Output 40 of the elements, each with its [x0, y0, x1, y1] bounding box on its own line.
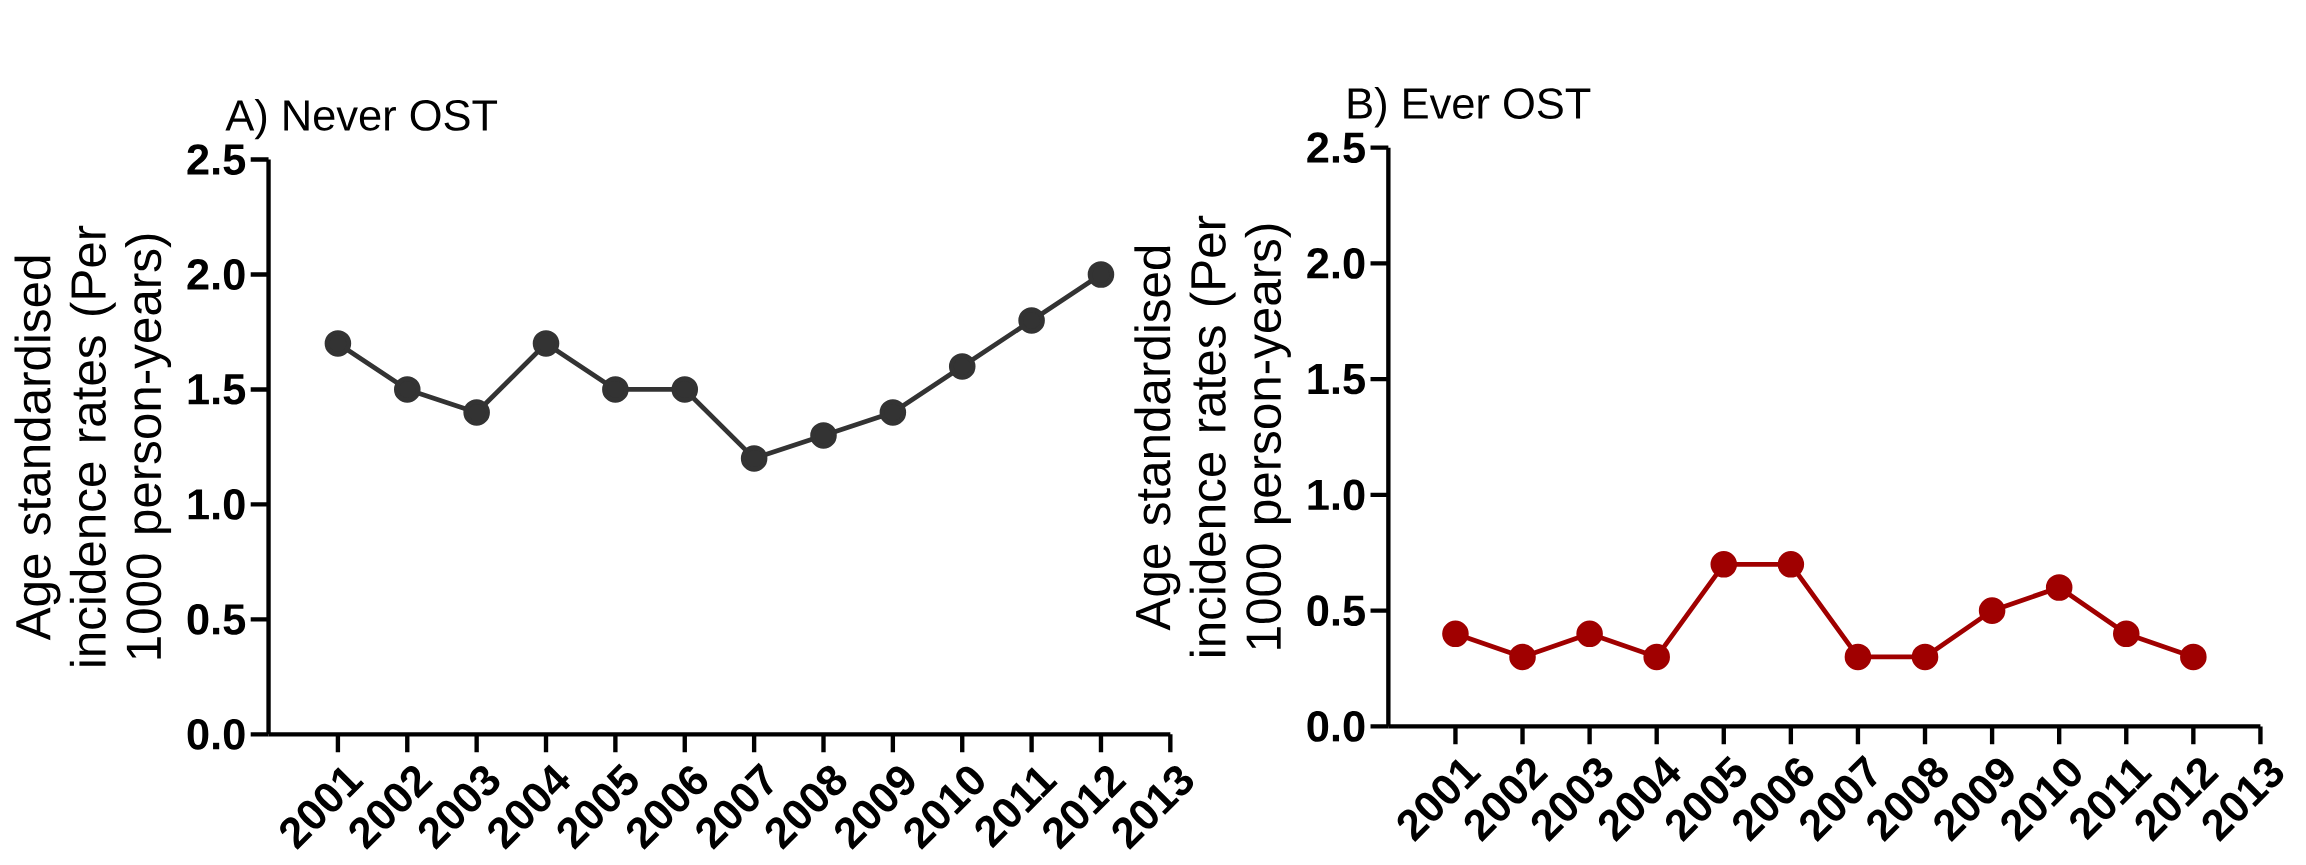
y-axis-title: Age standardised incidence rates (Per 1000 person-years): [14, 225, 172, 666]
y-axis-title: Age standardised incidence rates (Per 1000 person-years): [1134, 215, 1291, 656]
point: [1777, 551, 1805, 578]
point: [1018, 307, 1045, 334]
y-tick-label: 0.5: [187, 603, 246, 635]
point: [1844, 643, 1872, 671]
point: [532, 330, 560, 357]
chart-title: B) Ever OST: [1348, 86, 1591, 128]
point: [602, 376, 629, 403]
point: [1978, 597, 2006, 624]
y-tick-label: 2.5: [1307, 132, 1365, 163]
point: [1442, 620, 1469, 648]
point: [2180, 643, 2207, 671]
point: [810, 422, 837, 449]
point: [324, 330, 352, 357]
point: [463, 399, 490, 426]
y-tick-label: 1.5: [1308, 363, 1365, 395]
point: [1509, 643, 1536, 671]
point: [879, 399, 907, 426]
point: [740, 445, 768, 472]
y-tick-label: 2.0: [187, 259, 245, 290]
y-tick-label: 1.0: [188, 488, 245, 520]
point: [394, 376, 421, 403]
point: [1911, 643, 1939, 671]
point: [1087, 261, 1115, 288]
point: [1710, 551, 1738, 578]
y-tick-label: 1.0: [1308, 479, 1365, 511]
chart-title: A) Never OST: [225, 98, 498, 140]
y-tick-label: 0.0: [1307, 710, 1365, 742]
point: [1576, 620, 1603, 648]
point: [671, 376, 699, 403]
y-tick-label: 2.0: [1307, 247, 1365, 279]
y-tick-label: 0.0: [187, 718, 245, 750]
point: [2045, 574, 2073, 601]
point: [948, 353, 976, 380]
y-tick-label: 1.5: [188, 374, 246, 405]
point: [2112, 620, 2140, 648]
y-tick-label: 0.5: [1307, 595, 1365, 626]
y-tick-label: 2.5: [187, 144, 246, 175]
point: [1643, 643, 1670, 671]
